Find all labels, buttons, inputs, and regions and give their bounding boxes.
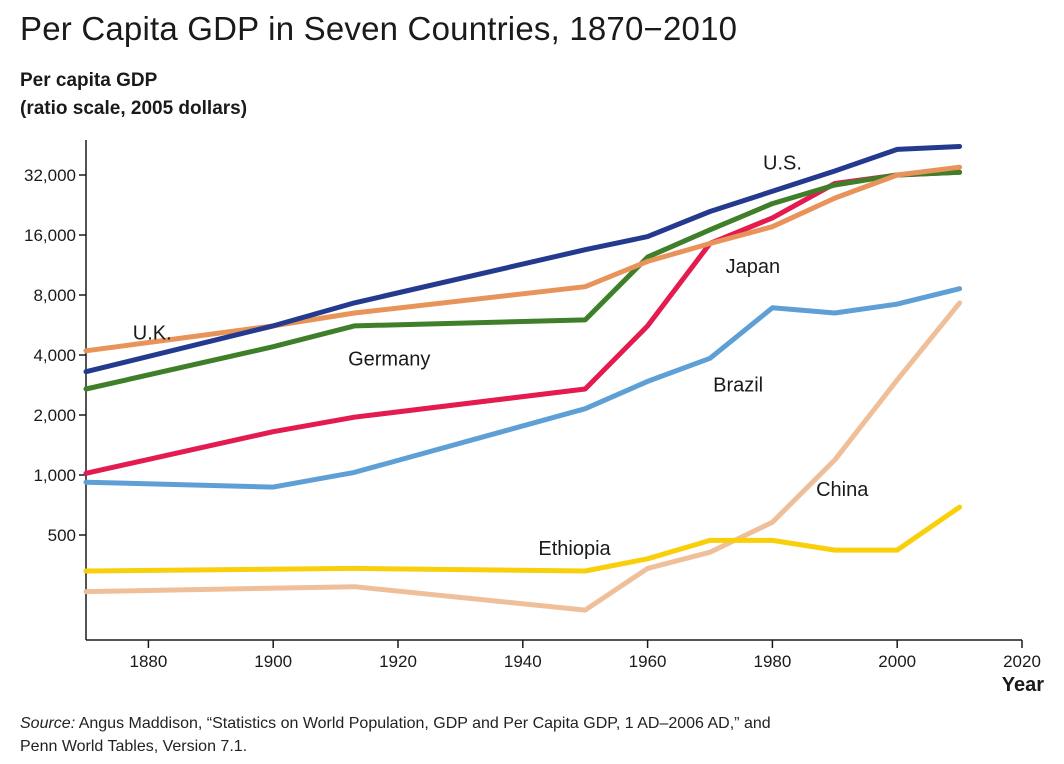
x-tick-label-1980: 1980 <box>753 652 791 671</box>
source-note: Source: Angus Maddison, “Statistics on W… <box>20 712 771 758</box>
x-tick-label-1900: 1900 <box>254 652 292 671</box>
x-tick-label-2000: 2000 <box>878 652 916 671</box>
y-tick-label-8000: 8,000 <box>33 286 76 305</box>
y-tick-label-16000: 16,000 <box>24 226 76 245</box>
series-label-us: U.S. <box>763 152 802 174</box>
series-label-china: China <box>816 479 869 501</box>
x-tick-label-1940: 1940 <box>504 652 542 671</box>
series-line-china <box>83 300 963 613</box>
series-label-germany: Germany <box>348 348 430 370</box>
y-tick-label-500: 500 <box>48 526 76 545</box>
y-tick-label-1000: 1,000 <box>33 466 76 485</box>
x-tick-label-2020: 2020 <box>1003 652 1041 671</box>
series-label-uk: U.K. <box>133 322 172 344</box>
series-line-uk <box>83 164 963 354</box>
y-axis-label: Per capita GDP (ratio scale, 2005 dollar… <box>20 67 247 123</box>
x-tick-label-1960: 1960 <box>629 652 667 671</box>
series-line-us <box>83 144 963 375</box>
source-text-line2: Penn World Tables, Version 7.1. <box>20 738 248 755</box>
source-text: Angus Maddison, “Statistics on World Pop… <box>75 715 771 732</box>
x-tick-label-1920: 1920 <box>379 652 417 671</box>
y-axis-label-line2: (ratio scale, 2005 dollars) <box>20 98 248 119</box>
series-label-ethiopia: Ethiopia <box>538 538 611 560</box>
x-axis-title: Year <box>1002 674 1044 696</box>
series-line-ethiopia <box>83 504 963 574</box>
chart-title: Per Capita GDP in Seven Countries, 1870−… <box>20 10 738 47</box>
series-line-brazil <box>83 286 963 490</box>
y-tick-label-32000: 32,000 <box>24 166 76 185</box>
y-axis-label-line1: Per capita GDP <box>20 70 158 91</box>
y-tick-label-4000: 4,000 <box>33 346 76 365</box>
source-label: Source: <box>20 715 76 732</box>
y-tick-label-2000: 2,000 <box>33 406 76 425</box>
series-label-japan: Japan <box>726 256 781 278</box>
x-tick-label-1880: 1880 <box>129 652 167 671</box>
series-line-germany <box>83 169 963 392</box>
series-label-brazil: Brazil <box>713 374 763 396</box>
